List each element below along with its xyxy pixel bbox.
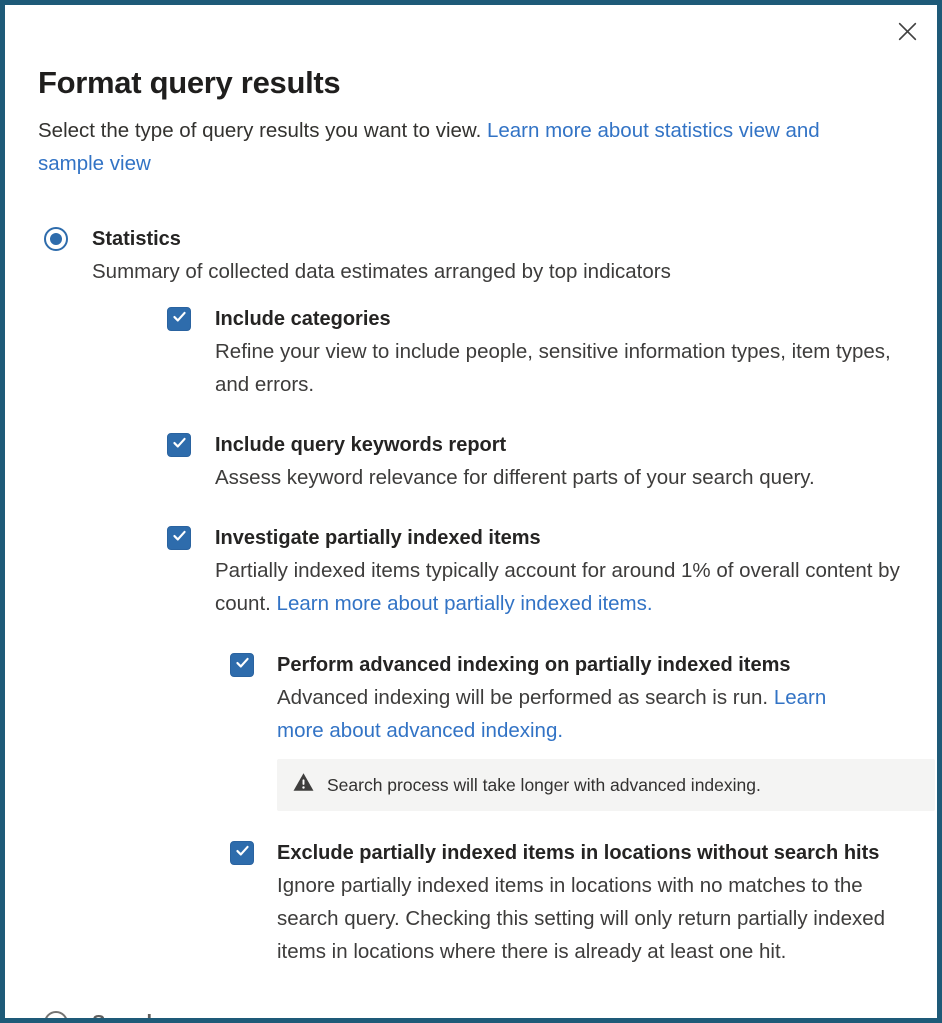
learn-more-statistics-link[interactable]: Learn more about statistics view and sam… xyxy=(38,119,820,175)
checkbox-advanced-indexing-label[interactable]: Perform advanced indexing on partially i… xyxy=(277,654,791,676)
exclude-no-hits-description: Ignore partially indexed items in locati… xyxy=(277,874,886,963)
close-button[interactable] xyxy=(891,15,923,47)
checkbox-exclude-no-hits[interactable] xyxy=(230,841,254,865)
partially-indexed-description: Partially indexed items typically accoun… xyxy=(215,554,902,620)
page-title: Format query results xyxy=(38,65,341,100)
radio-statistics[interactable] xyxy=(44,227,68,251)
radio-statistics-description: Summary of collected data estimates arra… xyxy=(92,260,671,283)
x-icon xyxy=(896,22,919,46)
warning-banner: Search process will take longer with adv… xyxy=(277,759,935,811)
dialog-content: Format query results Select the type of … xyxy=(5,5,937,1023)
checkbox-option-advanced-indexing: Perform advanced indexing on partially i… xyxy=(230,650,935,811)
checkbox-advanced-indexing[interactable] xyxy=(230,653,254,677)
radio-statistics-label[interactable]: Statistics xyxy=(92,228,181,250)
radio-sample[interactable] xyxy=(44,1011,68,1018)
checkbox-query-keywords[interactable] xyxy=(167,433,191,457)
checkbox-option-query-keywords: Include query keywords report Assess key… xyxy=(167,430,902,494)
checkbox-exclude-no-hits-label[interactable]: Exclude partially indexed items in locat… xyxy=(277,842,880,864)
checkbox-option-partially-indexed: Investigate partially indexed items Part… xyxy=(167,523,935,968)
statistics-checkbox-group: Include categories Refine your view to i… xyxy=(92,304,935,968)
include-categories-description: Refine your view to include people, sens… xyxy=(215,340,891,396)
query-keywords-description: Assess keyword relevance for different p… xyxy=(215,466,815,489)
checkbox-include-categories[interactable] xyxy=(167,307,191,331)
checkbox-option-include-categories: Include categories Refine your view to i… xyxy=(167,304,902,401)
checkbox-include-categories-label[interactable]: Include categories xyxy=(215,308,391,330)
checkbox-partially-indexed-label[interactable]: Investigate partially indexed items xyxy=(215,527,541,549)
partially-indexed-description-text: Partially indexed items typically accoun… xyxy=(215,559,900,615)
warning-triangle-icon xyxy=(293,772,314,798)
checkbox-partially-indexed[interactable] xyxy=(167,526,191,550)
checkmark-icon xyxy=(172,528,187,548)
radio-sample-label[interactable]: Sample xyxy=(92,1012,164,1023)
radio-option-statistics: Statistics Summary of collected data est… xyxy=(44,224,935,968)
learn-more-advanced-indexing-link[interactable]: Learn more about advanced indexing. xyxy=(277,686,827,742)
checkbox-option-exclude-no-hits: Exclude partially indexed items in locat… xyxy=(230,838,902,968)
checkmark-icon xyxy=(172,435,187,455)
checkmark-icon xyxy=(235,843,250,863)
intro-text: Select the type of query results you wan… xyxy=(38,114,838,180)
intro-plain-text: Select the type of query results you wan… xyxy=(38,119,487,142)
advanced-indexing-description-text: Advanced indexing will be performed as s… xyxy=(277,686,774,709)
learn-more-partially-indexed-link[interactable]: Learn more about partially indexed items… xyxy=(276,592,653,615)
advanced-indexing-description: Advanced indexing will be performed as s… xyxy=(277,681,877,747)
checkmark-icon xyxy=(172,309,187,329)
checkbox-query-keywords-label[interactable]: Include query keywords report xyxy=(215,434,507,456)
checkmark-icon xyxy=(235,655,250,675)
warning-message: Search process will take longer with adv… xyxy=(327,775,761,795)
radio-dot xyxy=(50,233,62,245)
radio-option-sample: Sample Representative selection of full … xyxy=(44,1008,902,1023)
